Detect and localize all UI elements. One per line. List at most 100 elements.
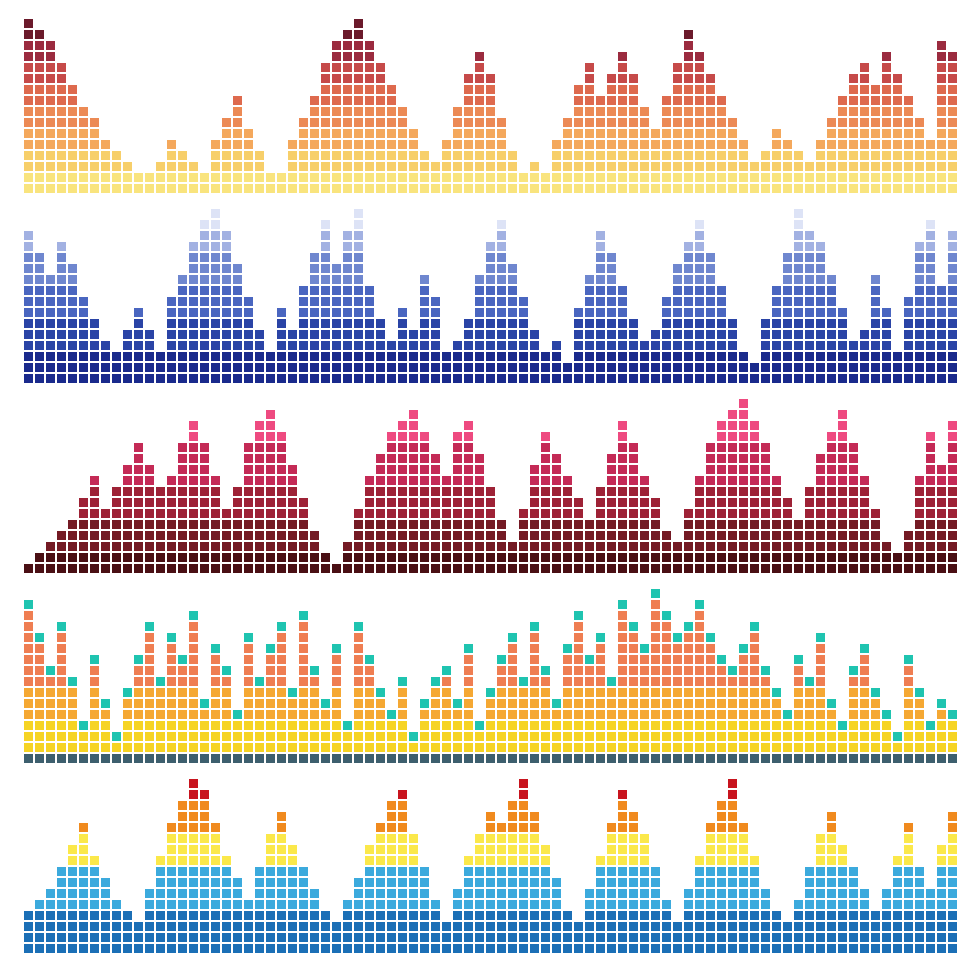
level-cell [519, 834, 528, 843]
level-cell [431, 476, 440, 485]
level-cell [167, 498, 176, 507]
level-cell [35, 710, 44, 719]
level-cell [387, 933, 396, 942]
level-cell [299, 611, 308, 620]
level-cell [431, 743, 440, 752]
level-cell [684, 374, 693, 383]
level-cell [684, 74, 693, 83]
level-cell [849, 933, 858, 942]
level-cell [838, 96, 847, 105]
level-cell [299, 754, 308, 763]
level-cell [926, 542, 935, 551]
level-cell [112, 933, 121, 942]
level-cell [794, 922, 803, 931]
level-cell [420, 553, 429, 562]
level-cell [200, 944, 209, 953]
level-cell [46, 341, 55, 350]
level-cell [343, 900, 352, 909]
level-cell [893, 922, 902, 931]
level-cell [277, 721, 286, 730]
level-cell [827, 743, 836, 752]
level-cell [618, 374, 627, 383]
level-cell [574, 140, 583, 149]
level-cell [552, 699, 561, 708]
level-cell [728, 933, 737, 942]
level-cell [255, 710, 264, 719]
level-cell [651, 900, 660, 909]
level-cell [717, 454, 726, 463]
level-cell [321, 264, 330, 273]
level-cell [519, 889, 528, 898]
level-cell [321, 242, 330, 251]
level-cell [706, 264, 715, 273]
level-cell [882, 129, 891, 138]
level-cell [508, 801, 517, 810]
level-cell [288, 754, 297, 763]
level-cell [882, 710, 891, 719]
level-cell [156, 911, 165, 920]
level-cell [90, 856, 99, 865]
level-cell [695, 911, 704, 920]
level-cell [486, 542, 495, 551]
level-cell [497, 922, 506, 931]
level-cell [882, 911, 891, 920]
level-cell [519, 319, 528, 328]
level-cell [695, 878, 704, 887]
level-cell [662, 107, 671, 116]
level-cell [926, 173, 935, 182]
level-cell [244, 184, 253, 193]
level-cell [662, 677, 671, 686]
level-cell [123, 688, 132, 697]
level-cell [79, 140, 88, 149]
level-cell [79, 162, 88, 171]
level-cell [178, 319, 187, 328]
level-cell [178, 374, 187, 383]
level-cell [761, 754, 770, 763]
level-cell [211, 644, 220, 653]
level-cell [200, 319, 209, 328]
level-cell [871, 509, 880, 518]
level-cell [343, 63, 352, 72]
level-cell [673, 688, 682, 697]
level-cell [915, 173, 924, 182]
level-cell [739, 564, 748, 573]
level-cell [365, 151, 374, 160]
level-cell [178, 655, 187, 664]
level-cell [640, 476, 649, 485]
level-cell [288, 374, 297, 383]
level-cell [530, 823, 539, 832]
level-cell [365, 330, 374, 339]
level-cell [24, 319, 33, 328]
level-cell [24, 922, 33, 931]
level-cell [134, 487, 143, 496]
level-cell [618, 721, 627, 730]
level-cell [882, 107, 891, 116]
level-cell [90, 754, 99, 763]
level-cell [585, 553, 594, 562]
level-cell [24, 933, 33, 942]
level-cell [882, 374, 891, 383]
level-cell [915, 253, 924, 262]
level-cell [145, 498, 154, 507]
level-cell [816, 542, 825, 551]
level-cell [24, 63, 33, 72]
level-cell [695, 564, 704, 573]
level-cell [486, 867, 495, 876]
level-cell [68, 107, 77, 116]
level-cell [717, 754, 726, 763]
level-cell [24, 600, 33, 609]
level-cell [288, 553, 297, 562]
level-cell [893, 374, 902, 383]
level-cell [79, 184, 88, 193]
level-cell [343, 911, 352, 920]
level-cell [387, 363, 396, 372]
level-cell [651, 611, 660, 620]
level-cell [607, 677, 616, 686]
level-cell [585, 129, 594, 138]
level-cell [618, 432, 627, 441]
level-cell [57, 933, 66, 942]
level-cell [475, 173, 484, 182]
level-cell [200, 710, 209, 719]
level-cell [266, 498, 275, 507]
level-cell [354, 96, 363, 105]
